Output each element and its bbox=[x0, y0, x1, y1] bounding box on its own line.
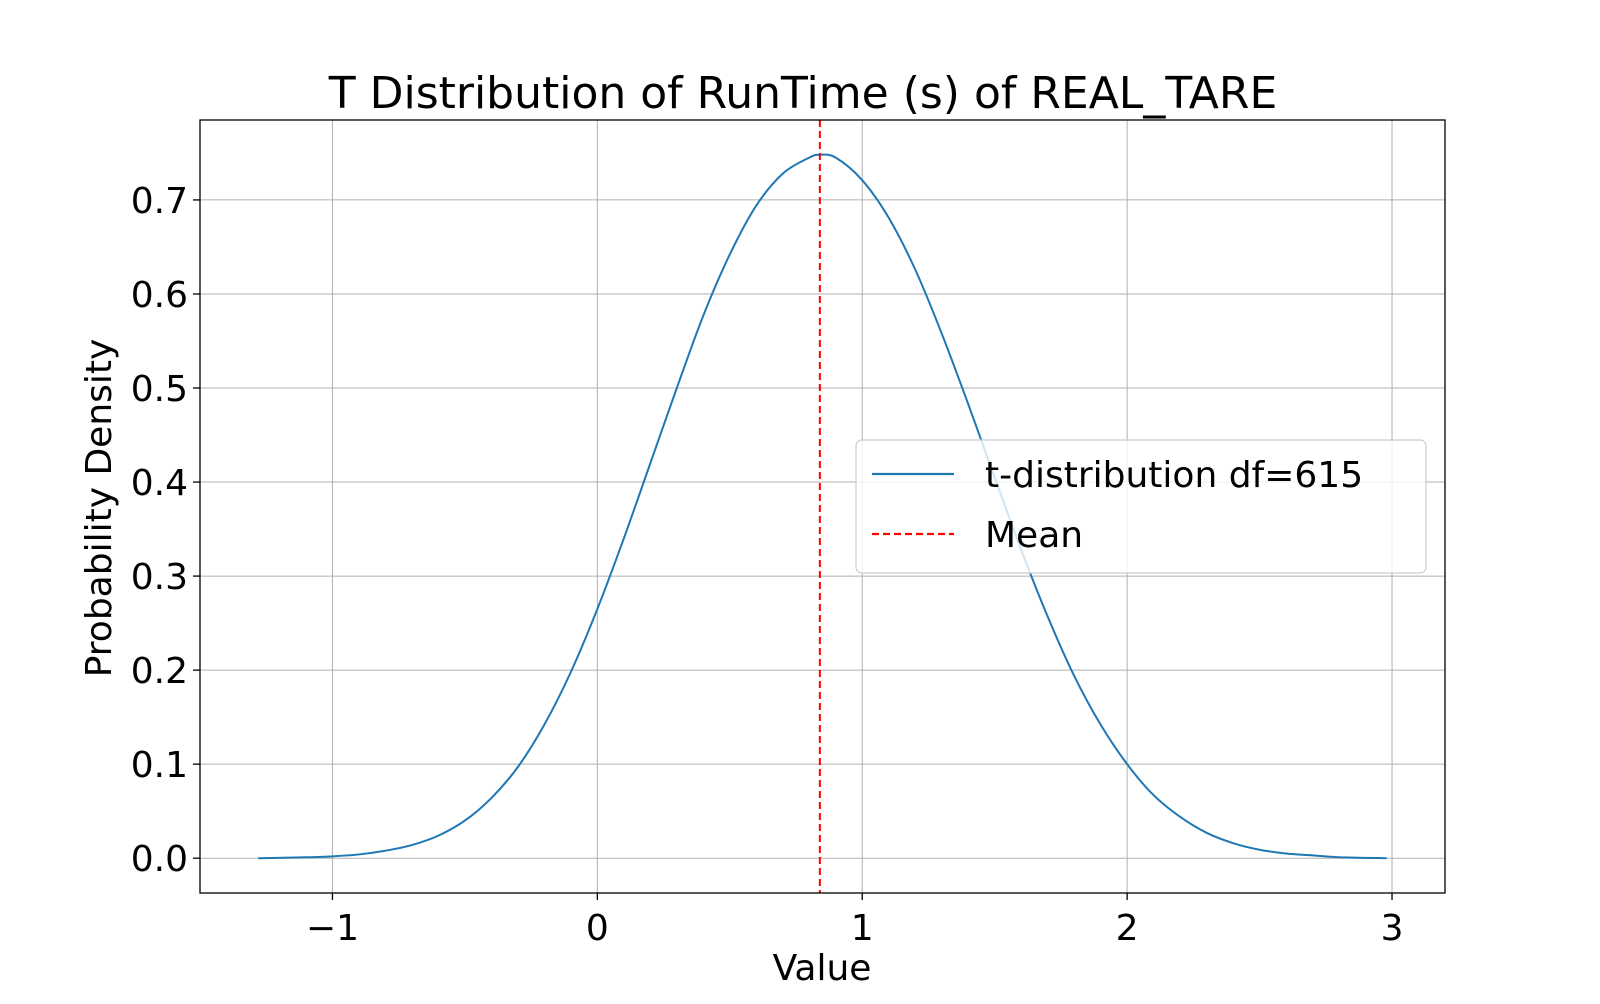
x-tick-label: −1 bbox=[306, 908, 359, 949]
x-tick-label: 3 bbox=[1381, 908, 1404, 949]
y-tick-label: 0.1 bbox=[131, 745, 188, 786]
legend-label-t-distribution: t-distribution df=615 bbox=[985, 455, 1363, 496]
legend-box bbox=[855, 439, 1427, 574]
x-tick-label: 0 bbox=[586, 908, 609, 949]
x-axis-label: Value bbox=[773, 948, 872, 989]
y-tick-label: 0.5 bbox=[131, 369, 188, 410]
x-tick-label: 1 bbox=[851, 908, 874, 949]
chart-title: T Distribution of RunTime (s) of REAL_TA… bbox=[328, 68, 1278, 119]
y-tick-label: 0.0 bbox=[131, 839, 188, 880]
y-tick-label: 0.6 bbox=[131, 275, 188, 316]
y-tick-label: 0.4 bbox=[131, 463, 188, 504]
y-tick-label: 0.3 bbox=[131, 557, 188, 598]
legend-label-mean: Mean bbox=[985, 515, 1083, 556]
y-tick-label: 0.2 bbox=[131, 651, 188, 692]
axis-ticks: −1 0 1 2 3 0.0 0.1 0.2 0.3 0.4 0.5 0.6 0.7 bbox=[131, 181, 1404, 949]
x-tick-label: 2 bbox=[1116, 908, 1139, 949]
legend: t-distribution df=615 Mean bbox=[855, 439, 1427, 574]
y-axis-label: Probability Density bbox=[79, 339, 120, 678]
series-layer bbox=[258, 120, 1387, 893]
plot-frame bbox=[199, 119, 1446, 894]
y-tick-label: 0.7 bbox=[131, 181, 188, 222]
